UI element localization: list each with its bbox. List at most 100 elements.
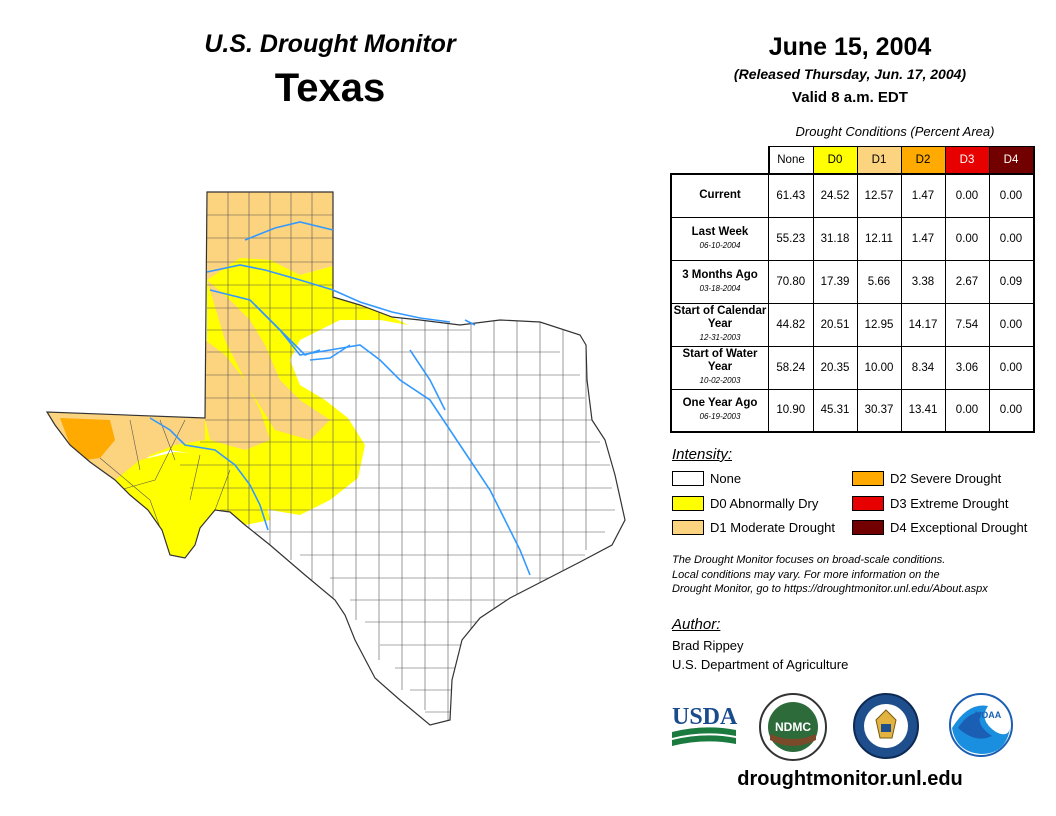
cell-none: 55.23 xyxy=(768,216,814,261)
cell-none: 10.90 xyxy=(768,388,814,433)
usda-logo: USDA xyxy=(672,704,738,746)
state-title: Texas xyxy=(274,66,386,110)
cell-d2: 1.47 xyxy=(900,216,946,261)
legend-label: D0 Abnormally Dry xyxy=(710,496,819,511)
map-date: June 15, 2004 xyxy=(768,33,932,61)
cell-d0: 24.52 xyxy=(812,173,858,218)
noaa-logo: NOAA xyxy=(949,693,1013,757)
table-caption: Drought Conditions (Percent Area) xyxy=(795,124,995,139)
red-river xyxy=(244,221,334,241)
legend-swatch-d0 xyxy=(672,496,704,511)
row-label-text: Start of Calendar Year xyxy=(673,305,767,330)
d2-severe-drought-area xyxy=(60,418,115,460)
rio-grande xyxy=(149,417,269,531)
row-label-text: Last Week xyxy=(691,225,749,238)
legend-label: D4 Exceptional Drought xyxy=(890,520,1028,535)
legend-label: D2 Severe Drought xyxy=(890,471,1002,486)
legend-item-d1: D1 Moderate Drought xyxy=(672,520,835,535)
row-label: Current xyxy=(670,173,769,218)
cell-none: 44.82 xyxy=(768,302,814,347)
legend-swatch-d4 xyxy=(852,520,884,535)
texas-state-outline xyxy=(45,191,626,726)
table-row: 3 Months Ago 03-18-2004 70.80 17.39 5.66 … xyxy=(670,259,1035,304)
texas-drought-map xyxy=(45,191,626,726)
legend-item-d3: D3 Extreme Drought xyxy=(852,496,1009,511)
cell-d0: 20.35 xyxy=(812,345,858,390)
cell-d0: 20.51 xyxy=(812,302,858,347)
table-row: Start of Calendar Year 12-31-2003 44.82 2… xyxy=(670,302,1035,347)
disclaimer-line: Local conditions may vary. For more info… xyxy=(672,568,940,581)
legend-swatch-d1 xyxy=(672,520,704,535)
row-date: 06-19-2003 xyxy=(699,412,741,422)
ndmc-logo-text: NDMC xyxy=(775,720,811,734)
cell-d0: 31.18 xyxy=(812,216,858,261)
intensity-heading: Intensity: xyxy=(672,446,733,463)
cell-d2: 3.38 xyxy=(900,259,946,304)
cell-d1: 5.66 xyxy=(856,259,902,304)
row-date: 06-10-2004 xyxy=(699,240,741,250)
ndmc-logo: NDMC xyxy=(759,693,827,761)
legend-item-none: None xyxy=(672,471,741,486)
valid-time: Valid 8 a.m. EDT xyxy=(792,89,908,106)
noaa-logo-text: NOAA xyxy=(975,710,1002,720)
row-label-text: One Year Ago xyxy=(682,397,758,410)
cell-d1: 12.57 xyxy=(856,173,902,218)
drought-areas xyxy=(47,192,408,558)
author-name: Brad Rippey xyxy=(672,638,744,653)
author-org: U.S. Department of Agriculture xyxy=(672,657,849,672)
cell-d3: 0.00 xyxy=(944,216,990,261)
website-url[interactable]: droughtmonitor.unl.edu xyxy=(737,768,963,790)
pecos-river xyxy=(309,344,351,361)
cell-d2: 8.34 xyxy=(900,345,946,390)
table-corner xyxy=(671,147,769,175)
cell-d0: 17.39 xyxy=(812,259,858,304)
table-row: Last Week 06-10-2004 55.23 31.18 12.11 1.… xyxy=(670,216,1035,261)
release-date: (Released Thursday, Jun. 17, 2004) xyxy=(733,66,967,82)
cell-d1: 30.37 xyxy=(856,388,902,433)
legend-item-d4: D4 Exceptional Drought xyxy=(852,520,1027,535)
d0-big-bend-area xyxy=(115,452,270,558)
cell-d2: 1.47 xyxy=(900,173,946,218)
cell-none: 58.24 xyxy=(768,345,814,390)
column-header-d2: D2 xyxy=(900,146,946,175)
county-grid xyxy=(99,192,615,720)
legend-label: None xyxy=(710,471,742,486)
legend-label: D3 Extreme Drought xyxy=(890,496,1009,511)
cell-d3: 3.06 xyxy=(944,345,990,390)
cell-d4: 0.00 xyxy=(988,216,1035,261)
cell-d3: 0.00 xyxy=(944,388,990,433)
column-header-none: None xyxy=(767,146,814,175)
column-header-d1: D1 xyxy=(856,146,902,175)
cell-d4: 0.09 xyxy=(988,259,1035,304)
rivers xyxy=(149,221,531,576)
trinity-river xyxy=(409,349,446,411)
canadian-river xyxy=(206,264,451,323)
row-date: 12-31-2003 xyxy=(699,333,741,342)
cell-d3: 2.67 xyxy=(944,259,990,304)
legend-label: D1 Moderate Drought xyxy=(710,520,836,535)
cell-d1: 10.00 xyxy=(856,345,902,390)
brazos-river xyxy=(209,289,531,576)
cell-none: 61.43 xyxy=(768,173,814,218)
cell-d4: 0.00 xyxy=(988,388,1035,433)
drought-conditions-table: None D0 D1 D2 D3 D4 Current 61.43 24.52 … xyxy=(670,146,1035,433)
cell-d1: 12.11 xyxy=(856,216,902,261)
row-label-text: Start of Water Year xyxy=(682,348,758,373)
column-header-d0: D0 xyxy=(812,146,858,175)
table-row: Start of Water Year 10-02-2003 58.24 20.3… xyxy=(670,345,1035,390)
column-header-d3: D3 xyxy=(944,146,990,175)
row-label: Last Week 06-10-2004 xyxy=(670,216,769,261)
legend-item-d2: D2 Severe Drought xyxy=(852,471,1001,486)
cell-none: 70.80 xyxy=(768,259,814,304)
row-label-text: 3 Months Ago xyxy=(682,268,758,281)
row-date: 03-18-2004 xyxy=(699,283,741,293)
row-label: 3 Months Ago 03-18-2004 xyxy=(670,259,769,304)
legend-swatch-none xyxy=(672,471,704,486)
usda-logo-text: USDA xyxy=(672,704,738,730)
colorado-river xyxy=(254,304,321,356)
cell-d3: 0.00 xyxy=(944,173,990,218)
d1-west-area xyxy=(207,280,330,440)
cell-d1: 12.95 xyxy=(856,302,902,347)
disclaimer-line: The Drought Monitor focuses on broad-sca… xyxy=(672,554,946,566)
cell-d2: 13.41 xyxy=(900,388,946,433)
